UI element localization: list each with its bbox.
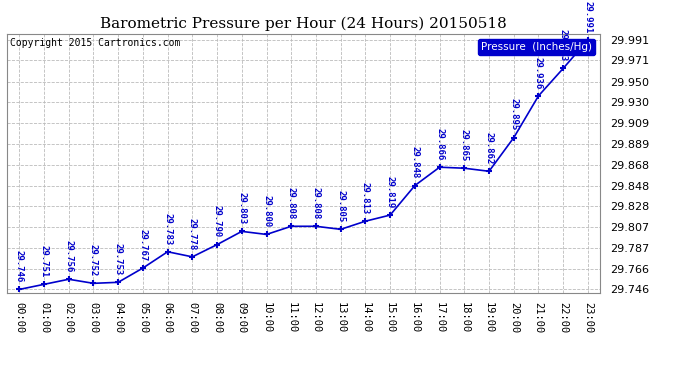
Text: 29.767: 29.767 xyxy=(139,229,148,261)
Text: 29.778: 29.778 xyxy=(188,217,197,250)
Pressure  (Inches/Hg) xyxy=(386,213,394,217)
Pressure  (Inches/Hg) xyxy=(114,280,122,285)
Text: 29.752: 29.752 xyxy=(89,244,98,276)
Legend: Pressure  (Inches/Hg): Pressure (Inches/Hg) xyxy=(478,39,595,55)
Text: 29.756: 29.756 xyxy=(64,240,73,272)
Text: 29.808: 29.808 xyxy=(287,187,296,219)
Pressure  (Inches/Hg) xyxy=(362,219,370,224)
Text: 29.936: 29.936 xyxy=(534,57,543,89)
Text: 29.819: 29.819 xyxy=(386,176,395,208)
Pressure  (Inches/Hg) xyxy=(15,287,23,292)
Pressure  (Inches/Hg) xyxy=(435,165,444,170)
Pressure  (Inches/Hg) xyxy=(460,166,469,171)
Text: 29.753: 29.753 xyxy=(114,243,123,275)
Text: 29.963: 29.963 xyxy=(559,29,568,62)
Pressure  (Inches/Hg) xyxy=(485,169,493,174)
Text: 29.848: 29.848 xyxy=(411,146,420,178)
Text: 29.805: 29.805 xyxy=(336,190,345,222)
Pressure  (Inches/Hg) xyxy=(164,249,172,254)
Pressure  (Inches/Hg) xyxy=(262,232,270,237)
Text: 29.800: 29.800 xyxy=(262,195,271,228)
Text: 29.895: 29.895 xyxy=(509,99,518,131)
Line: Pressure  (Inches/Hg): Pressure (Inches/Hg) xyxy=(16,36,591,293)
Text: 29.991: 29.991 xyxy=(584,1,593,33)
Pressure  (Inches/Hg) xyxy=(188,255,197,259)
Pressure  (Inches/Hg) xyxy=(139,266,147,270)
Text: 29.865: 29.865 xyxy=(460,129,469,161)
Pressure  (Inches/Hg) xyxy=(510,135,518,140)
Text: 29.862: 29.862 xyxy=(484,132,493,164)
Text: 29.813: 29.813 xyxy=(361,182,370,214)
Title: Barometric Pressure per Hour (24 Hours) 20150518: Barometric Pressure per Hour (24 Hours) … xyxy=(100,17,507,31)
Pressure  (Inches/Hg) xyxy=(65,277,73,282)
Pressure  (Inches/Hg) xyxy=(287,224,295,228)
Pressure  (Inches/Hg) xyxy=(584,38,592,42)
Text: 29.746: 29.746 xyxy=(14,250,23,282)
Pressure  (Inches/Hg) xyxy=(89,281,97,286)
Text: 29.751: 29.751 xyxy=(39,245,48,278)
Pressure  (Inches/Hg) xyxy=(534,94,542,98)
Pressure  (Inches/Hg) xyxy=(213,242,221,247)
Text: 29.783: 29.783 xyxy=(163,213,172,245)
Pressure  (Inches/Hg) xyxy=(337,227,345,232)
Text: 29.808: 29.808 xyxy=(311,187,320,219)
Pressure  (Inches/Hg) xyxy=(312,224,320,228)
Text: 29.790: 29.790 xyxy=(213,206,221,238)
Text: 29.803: 29.803 xyxy=(237,192,246,224)
Text: Copyright 2015 Cartronics.com: Copyright 2015 Cartronics.com xyxy=(10,38,180,48)
Pressure  (Inches/Hg) xyxy=(411,183,419,188)
Pressure  (Inches/Hg) xyxy=(237,229,246,234)
Pressure  (Inches/Hg) xyxy=(559,66,567,70)
Text: 29.866: 29.866 xyxy=(435,128,444,160)
Pressure  (Inches/Hg) xyxy=(40,282,48,286)
